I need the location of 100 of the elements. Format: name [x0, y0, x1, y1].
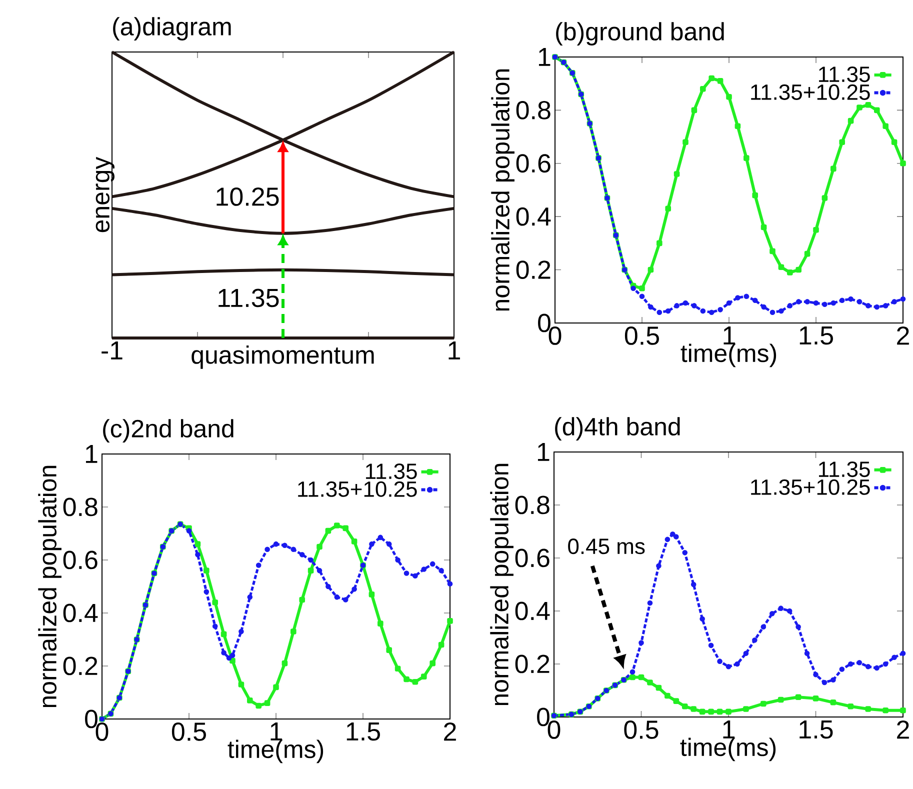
point	[813, 300, 819, 306]
point	[760, 624, 766, 630]
point	[204, 589, 210, 594]
point	[204, 568, 210, 574]
point	[726, 300, 732, 306]
point	[744, 155, 750, 161]
point	[438, 568, 444, 574]
point	[882, 303, 888, 308]
point	[656, 684, 662, 691]
point	[256, 562, 262, 568]
y-tick-label: 0.8	[63, 498, 98, 516]
point	[386, 647, 392, 653]
point	[638, 640, 644, 646]
point	[404, 676, 410, 682]
point	[682, 703, 688, 710]
point	[369, 541, 374, 547]
point	[673, 698, 680, 704]
point	[273, 541, 279, 547]
point	[404, 570, 410, 576]
x-axis-title: time(ms)	[680, 344, 776, 368]
point	[220, 631, 227, 638]
point	[848, 118, 854, 124]
point	[804, 299, 810, 304]
y-tick-label: 0.8	[515, 496, 550, 514]
point	[247, 698, 253, 704]
y-tick-label: 0.2	[516, 260, 550, 279]
point	[839, 298, 845, 304]
annotation: 0.45 ms	[568, 538, 645, 554]
point	[674, 534, 679, 540]
point	[282, 542, 288, 548]
point	[394, 666, 401, 672]
point	[378, 534, 384, 540]
point	[264, 546, 270, 552]
point	[290, 546, 296, 552]
point	[874, 665, 880, 671]
y-tick-label: 1	[86, 445, 98, 463]
point	[665, 206, 672, 212]
annotation: 11.35	[218, 288, 279, 308]
y-tick-label: 0.2	[63, 656, 98, 676]
point	[892, 654, 897, 660]
y-axis-title: normalized population	[490, 464, 514, 706]
point	[256, 702, 262, 709]
point	[752, 298, 758, 304]
point	[273, 684, 279, 690]
point	[830, 300, 836, 306]
point	[839, 139, 845, 146]
point	[856, 299, 862, 304]
x-tick-label: 0.5	[624, 720, 658, 739]
point	[368, 592, 375, 598]
point	[290, 628, 296, 634]
point	[813, 672, 818, 678]
x-tick-label: 1	[724, 326, 735, 344]
point	[787, 303, 793, 308]
point	[839, 666, 845, 672]
point	[421, 566, 427, 572]
point	[735, 295, 740, 300]
legend-label: 11.35+10.25	[751, 479, 870, 495]
legend-label: 11.35+10.25	[298, 481, 417, 497]
point	[717, 78, 724, 84]
point	[708, 75, 715, 82]
point	[752, 637, 758, 643]
point	[438, 642, 444, 648]
point	[325, 528, 332, 534]
point	[822, 195, 828, 201]
point	[874, 304, 880, 310]
point	[674, 171, 680, 177]
x-tick-label: 0.5	[172, 722, 206, 741]
point	[682, 139, 688, 146]
point	[865, 102, 872, 108]
point	[760, 700, 766, 707]
point	[848, 703, 854, 710]
point	[664, 692, 670, 699]
point	[221, 650, 226, 656]
point	[708, 642, 714, 648]
legend-label: 11.35+10.25	[751, 84, 870, 100]
x-axis-title: quasimomentum	[192, 346, 374, 369]
point	[856, 660, 862, 666]
y-tick-label: 0.6	[63, 550, 98, 570]
point	[708, 708, 714, 715]
point	[726, 708, 732, 715]
point	[848, 296, 854, 302]
point	[786, 608, 792, 614]
point	[830, 166, 836, 172]
legend-label: 11.35	[819, 66, 870, 82]
point	[796, 299, 802, 304]
point	[718, 307, 723, 312]
point	[648, 304, 654, 310]
point	[212, 624, 218, 629]
point	[900, 160, 906, 166]
x-axis-title: time(ms)	[680, 738, 776, 762]
point	[770, 310, 776, 315]
point	[664, 536, 670, 542]
chart-title: (d)4th band	[555, 417, 680, 440]
point	[848, 661, 854, 667]
y-tick-label: 0.6	[516, 154, 550, 173]
point	[813, 226, 819, 233]
point	[282, 660, 288, 666]
y-tick-label: 1	[538, 48, 550, 66]
point	[726, 664, 732, 670]
point	[334, 522, 340, 528]
